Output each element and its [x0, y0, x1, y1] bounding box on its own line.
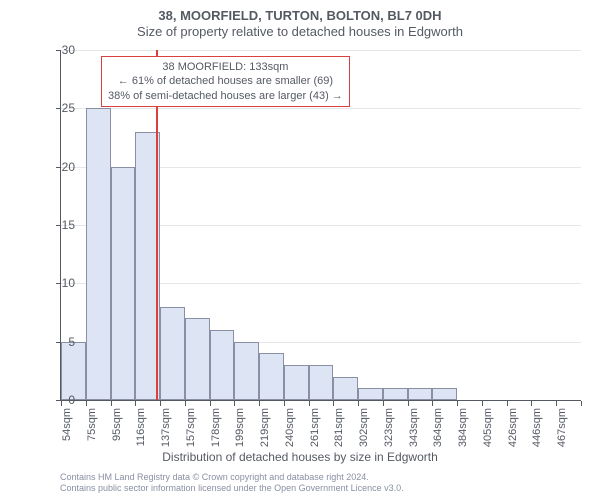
histogram-bar [333, 377, 358, 400]
xtick-mark [135, 401, 136, 406]
xtick-mark [111, 401, 112, 406]
xtick-label: 75sqm [86, 408, 98, 448]
xtick-label: 446sqm [531, 408, 543, 448]
histogram-bar [358, 388, 383, 400]
histogram-bar [259, 353, 284, 400]
ytick-label: 0 [68, 393, 75, 407]
chart-container: 38, MOORFIELD, TURTON, BOLTON, BL7 0DH S… [0, 0, 600, 500]
gridline [61, 50, 581, 51]
xtick-mark [482, 401, 483, 406]
xtick-mark [234, 401, 235, 406]
xtick-mark [383, 401, 384, 406]
ytick-mark [56, 225, 61, 226]
xtick-label: 240sqm [284, 408, 296, 448]
annotation-line: ← 61% of detached houses are smaller (69… [108, 74, 343, 88]
xtick-mark [531, 401, 532, 406]
xtick-label: 116sqm [135, 408, 147, 448]
xtick-label: 302sqm [358, 408, 370, 448]
histogram-bar [185, 318, 210, 400]
x-axis-label: Distribution of detached houses by size … [0, 450, 600, 464]
xtick-mark [432, 401, 433, 406]
xtick-mark [581, 401, 582, 406]
xtick-label: 199sqm [234, 408, 246, 448]
chart-title-main: 38, MOORFIELD, TURTON, BOLTON, BL7 0DH [0, 0, 600, 23]
annotation-line: 38 MOORFIELD: 133sqm [108, 60, 343, 74]
histogram-bar [432, 388, 457, 400]
xtick-label: 219sqm [259, 408, 271, 448]
histogram-bar [383, 388, 408, 400]
xtick-label: 384sqm [457, 408, 469, 448]
histogram-bar [86, 108, 111, 400]
xtick-mark [185, 401, 186, 406]
ytick-label: 30 [62, 43, 75, 57]
xtick-label: 467sqm [556, 408, 568, 448]
xtick-mark [457, 401, 458, 406]
xtick-mark [259, 401, 260, 406]
ytick-label: 5 [68, 335, 75, 349]
footer-attribution: Contains HM Land Registry data © Crown c… [60, 472, 404, 494]
ytick-label: 20 [62, 160, 75, 174]
xtick-mark [556, 401, 557, 406]
histogram-bar [210, 330, 235, 400]
ytick-mark [56, 108, 61, 109]
xtick-mark [358, 401, 359, 406]
ytick-label: 10 [62, 276, 75, 290]
ytick-label: 15 [62, 218, 75, 232]
footer-line1: Contains HM Land Registry data © Crown c… [60, 472, 404, 483]
plot-area: 54sqm75sqm95sqm116sqm137sqm157sqm178sqm1… [60, 50, 581, 401]
xtick-label: 137sqm [160, 408, 172, 448]
xtick-mark [408, 401, 409, 406]
annotation-box: 38 MOORFIELD: 133sqm← 61% of detached ho… [101, 56, 350, 107]
xtick-mark [333, 401, 334, 406]
histogram-bar [284, 365, 309, 400]
ytick-mark [56, 283, 61, 284]
xtick-label: 281sqm [333, 408, 345, 448]
xtick-mark [309, 401, 310, 406]
chart-title-sub: Size of property relative to detached ho… [0, 23, 600, 39]
annotation-line: 38% of semi-detached houses are larger (… [108, 89, 343, 103]
xtick-label: 95sqm [111, 408, 123, 448]
xtick-label: 343sqm [408, 408, 420, 448]
xtick-label: 157sqm [185, 408, 197, 448]
xtick-label: 323sqm [383, 408, 395, 448]
xtick-mark [86, 401, 87, 406]
xtick-mark [61, 401, 62, 406]
histogram-bar [61, 342, 86, 400]
ytick-label: 25 [62, 101, 75, 115]
histogram-bar [309, 365, 334, 400]
ytick-mark [56, 167, 61, 168]
xtick-label: 178sqm [210, 408, 222, 448]
histogram-bar [234, 342, 259, 400]
xtick-mark [160, 401, 161, 406]
xtick-label: 426sqm [507, 408, 519, 448]
xtick-mark [507, 401, 508, 406]
ytick-mark [56, 50, 61, 51]
histogram-bar [408, 388, 433, 400]
xtick-mark [284, 401, 285, 406]
xtick-label: 261sqm [309, 408, 321, 448]
footer-line2: Contains public sector information licen… [60, 483, 404, 494]
xtick-label: 364sqm [432, 408, 444, 448]
xtick-label: 54sqm [61, 408, 73, 448]
xtick-mark [210, 401, 211, 406]
xtick-label: 405sqm [482, 408, 494, 448]
histogram-bar [160, 307, 185, 400]
histogram-bar [111, 167, 136, 400]
gridline [61, 108, 581, 109]
